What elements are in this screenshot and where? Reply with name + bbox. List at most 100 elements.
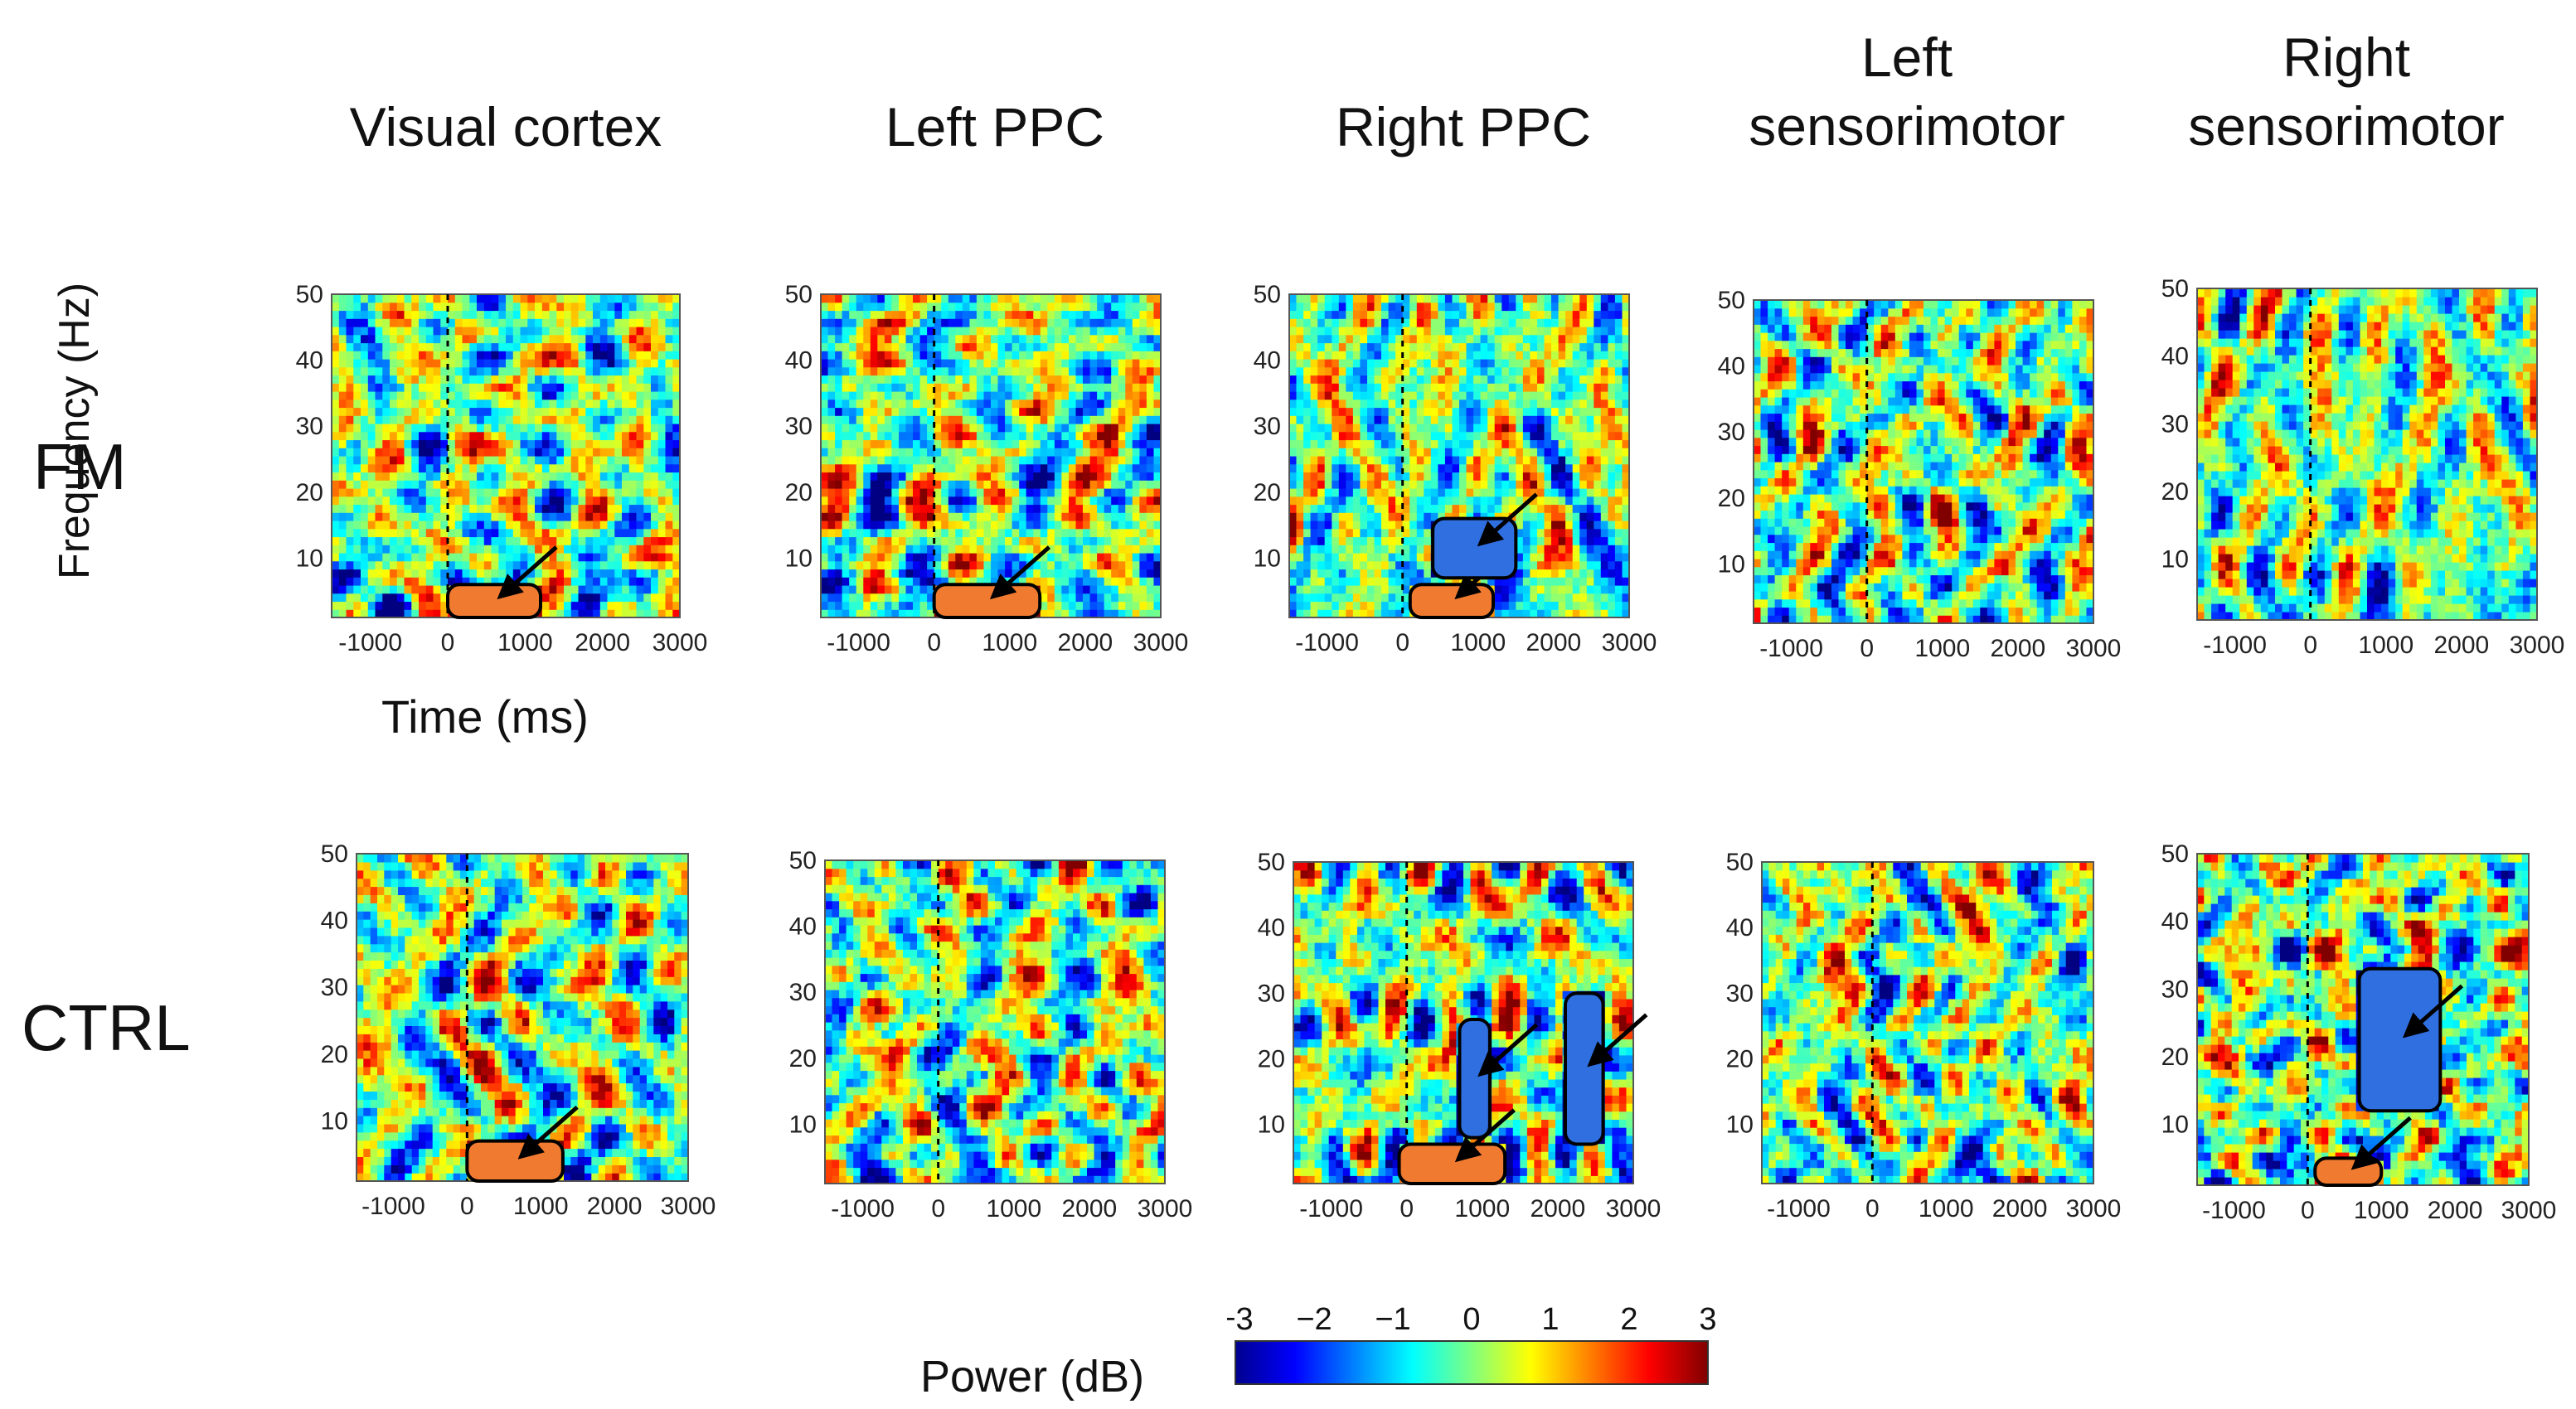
heatmap-cell <box>1303 456 1311 464</box>
heatmap-cell <box>332 488 339 496</box>
heatmap-cell <box>863 432 871 440</box>
heatmap-cell <box>390 569 397 578</box>
heatmap-cell <box>1375 496 1382 505</box>
heatmap-cell <box>885 602 892 610</box>
heatmap-cell <box>1061 424 1069 432</box>
heatmap-cell <box>969 488 977 496</box>
heatmap-cell <box>469 553 477 561</box>
heatmap-cell <box>1311 391 1318 399</box>
heatmap-cell <box>1055 408 1062 416</box>
heatmap-cell <box>513 440 521 448</box>
heatmap-cell <box>1055 383 1062 391</box>
heatmap-cell <box>347 294 354 303</box>
heatmap-cell <box>469 505 477 513</box>
heatmap-cell <box>513 327 521 335</box>
heatmap-cell <box>856 383 864 391</box>
heatmap-cell <box>542 424 550 432</box>
heatmap-cell <box>643 311 651 319</box>
heatmap-cell <box>564 602 571 610</box>
heatmap-cell <box>891 359 899 367</box>
heatmap-cell <box>941 424 948 432</box>
heatmap-cell <box>877 577 885 585</box>
heatmap-cell <box>1133 464 1140 472</box>
heatmap-cell <box>1147 593 1154 602</box>
heatmap-cell <box>1125 529 1133 537</box>
heatmap-cell <box>521 327 528 335</box>
heatmap-cell <box>1311 577 1318 585</box>
heatmap-cell <box>651 343 658 351</box>
heatmap-cell <box>347 424 354 432</box>
heatmap-cell <box>492 303 499 311</box>
heatmap-cell <box>658 383 666 391</box>
heatmap-cell <box>1424 537 1431 545</box>
heatmap-cell <box>1332 602 1339 610</box>
heatmap-cell <box>637 585 644 593</box>
heatmap-cell <box>368 327 376 335</box>
y-tick-label: 10 <box>296 545 323 572</box>
heatmap-cell <box>411 424 419 432</box>
heatmap-cell <box>484 351 492 359</box>
heatmap-cell <box>849 335 856 343</box>
heatmap-cell <box>1111 383 1118 391</box>
heatmap-cell <box>1076 375 1084 384</box>
heatmap-cell <box>339 529 347 537</box>
heatmap-cell <box>1360 383 1367 391</box>
heatmap-cell <box>643 529 651 537</box>
heatmap-cell <box>1353 496 1361 505</box>
heatmap-cell <box>1431 432 1438 440</box>
heatmap-cell <box>948 569 956 578</box>
heatmap-cell <box>376 512 383 521</box>
heatmap-cell <box>629 359 637 367</box>
heatmap-cell <box>1367 529 1375 537</box>
heatmap-cell <box>1097 351 1104 359</box>
heatmap-cell <box>955 545 963 553</box>
heatmap-cell <box>1012 505 1020 513</box>
heatmap-cell <box>571 415 579 424</box>
heatmap-cell <box>542 529 550 537</box>
heatmap-cell <box>877 505 885 513</box>
heatmap-cell <box>397 593 405 602</box>
heatmap-cell <box>1367 577 1375 585</box>
heatmap-cell <box>906 577 914 585</box>
heatmap-cell <box>637 545 644 553</box>
heatmap-cell <box>863 343 871 351</box>
heatmap-cell <box>963 343 970 351</box>
heatmap-cell <box>1055 343 1062 351</box>
heatmap-cell <box>1097 521 1104 529</box>
heatmap-cell <box>637 375 644 384</box>
heatmap-cell <box>521 415 528 424</box>
heatmap-cell <box>571 448 579 456</box>
heatmap-cell <box>1033 529 1041 537</box>
heatmap-cell <box>1041 569 1048 578</box>
heatmap-cell <box>849 294 856 303</box>
heatmap-cell <box>835 505 842 513</box>
heatmap-cell <box>643 553 651 561</box>
heatmap-cell <box>1353 505 1361 513</box>
heatmap-cell <box>397 456 405 464</box>
heatmap-cell <box>1019 472 1026 481</box>
heatmap-cell <box>1289 488 1297 496</box>
heatmap-cell <box>1375 303 1382 311</box>
heatmap-cell <box>469 318 477 327</box>
heatmap-cell <box>347 577 354 585</box>
heatmap-cell <box>353 488 361 496</box>
heatmap-cell <box>1339 521 1346 529</box>
heatmap-cell <box>376 448 383 456</box>
heatmap-cell <box>521 367 528 375</box>
heatmap-cell <box>469 545 477 553</box>
heatmap-cell <box>368 464 376 472</box>
heatmap-cell <box>637 521 644 529</box>
heatmap-cell <box>637 424 644 432</box>
heatmap-cell <box>941 488 948 496</box>
heatmap-cell <box>863 593 871 602</box>
heatmap-cell <box>1353 569 1361 578</box>
heatmap-cell <box>1133 488 1140 496</box>
heatmap-cell <box>579 456 586 464</box>
heatmap-cell <box>849 383 856 391</box>
heatmap-cell <box>397 512 405 521</box>
heatmap-cell <box>347 593 354 602</box>
heatmap-cell <box>1104 351 1112 359</box>
heatmap-cell <box>963 521 970 529</box>
heatmap-cell <box>405 537 412 545</box>
